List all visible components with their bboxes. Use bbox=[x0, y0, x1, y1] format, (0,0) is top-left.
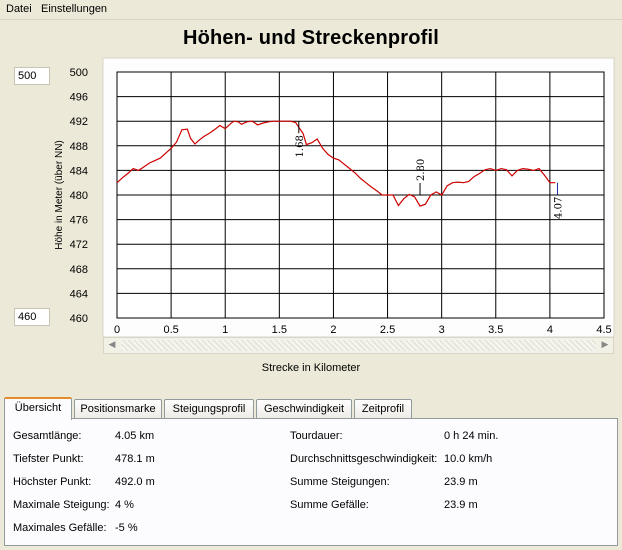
max-decline-label: Maximales Gefälle: bbox=[13, 522, 107, 534]
highest-point-label: Höchster Punkt: bbox=[13, 476, 92, 488]
overview-panel: Gesamtlänge: 4.05 km Tiefster Punkt: 478… bbox=[4, 418, 618, 546]
x-tick-label: 0 bbox=[114, 324, 120, 336]
y-tick-label: 484 bbox=[70, 165, 88, 177]
tab-gradient-profile[interactable]: Steigungsprofil bbox=[164, 399, 254, 419]
x-tick-label: 4.5 bbox=[596, 324, 611, 336]
x-tick-label: 3.5 bbox=[488, 324, 503, 336]
avg-speed-label: Durchschnittsgeschwindigkeit: bbox=[290, 453, 438, 465]
y-tick-label: 472 bbox=[70, 239, 88, 251]
lowest-point-value: 478.1 m bbox=[115, 453, 155, 465]
y-max-value: 500 bbox=[18, 70, 37, 82]
y-tick-label: 496 bbox=[70, 92, 88, 104]
tour-duration-label: Tourdauer: bbox=[290, 430, 343, 442]
tab-speed-label: Geschwindigkeit bbox=[263, 403, 345, 415]
x-tick-label: 1 bbox=[222, 324, 228, 336]
y-tick-label: 460 bbox=[70, 313, 88, 325]
scroll-right-button[interactable]: ▶ bbox=[597, 338, 613, 353]
menu-file-label: Datei bbox=[6, 3, 32, 15]
y-tick-label: 488 bbox=[70, 141, 88, 153]
tab-position-marker-label: Positionsmarke bbox=[80, 403, 156, 415]
lowest-point-label: Tiefster Punkt: bbox=[13, 453, 84, 465]
total-descent-value: 23.9 m bbox=[444, 499, 478, 511]
scroll-track[interactable] bbox=[121, 340, 596, 351]
tab-speed[interactable]: Geschwindigkeit bbox=[256, 399, 352, 419]
y-tick-label: 500 bbox=[70, 67, 88, 79]
avg-speed-value: 10.0 km/h bbox=[444, 453, 493, 465]
total-ascent-label: Summe Steigungen: bbox=[290, 476, 390, 488]
marker-label: 2.80 bbox=[416, 159, 427, 181]
max-decline-value: -5 % bbox=[115, 522, 138, 534]
y-min-value: 460 bbox=[18, 311, 37, 323]
x-tick-label: 4 bbox=[547, 324, 553, 336]
y-axis-title: Höhe in Meter (über NN) bbox=[54, 140, 65, 249]
y-min-field[interactable]: 460 bbox=[14, 308, 50, 326]
x-tick-label: 0.5 bbox=[163, 324, 178, 336]
elevation-chart: 0 0.5 1 1.5 2 2.5 3 3.5 4 4.5 500 496 492 488 484 480 47… bbox=[54, 57, 615, 338]
menu-bar: Datei Einstellungen bbox=[0, 0, 622, 20]
tab-time-profile[interactable]: Zeitprofil bbox=[354, 399, 412, 419]
menu-file[interactable]: Datei bbox=[6, 3, 32, 15]
chart-scrollbar[interactable]: ◀ ▶ bbox=[103, 337, 614, 354]
x-tick-label: 2 bbox=[330, 324, 336, 336]
max-incline-label: Maximale Steigung: bbox=[13, 499, 110, 511]
total-length-label: Gesamtlänge: bbox=[13, 430, 82, 442]
elevation-line bbox=[116, 120, 556, 207]
total-ascent-value: 23.9 m bbox=[444, 476, 478, 488]
scroll-left-button[interactable]: ◀ bbox=[104, 338, 120, 353]
tab-position-marker[interactable]: Positionsmarke bbox=[74, 399, 162, 419]
y-tick-label: 464 bbox=[70, 288, 88, 300]
tab-gradient-profile-label: Steigungsprofil bbox=[172, 403, 246, 415]
tab-time-profile-label: Zeitprofil bbox=[361, 403, 405, 415]
page-title: Höhen- und Streckenprofil bbox=[182, 27, 440, 49]
menu-settings-label: Einstellungen bbox=[41, 3, 108, 15]
x-tick-label: 1.5 bbox=[272, 324, 287, 336]
y-tick-label: 480 bbox=[70, 190, 88, 202]
max-incline-value: 4 % bbox=[115, 499, 134, 511]
highest-point-value: 492.0 m bbox=[115, 476, 155, 488]
total-descent-label: Summe Gefälle: bbox=[290, 499, 369, 511]
tab-overview-label: Übersicht bbox=[14, 402, 62, 414]
x-tick-label: 3 bbox=[439, 324, 445, 336]
y-max-field[interactable]: 500 bbox=[14, 67, 50, 85]
x-tick-label: 2.5 bbox=[380, 324, 395, 336]
tab-bar: Übersicht Positionsmarke Steigungsprofil… bbox=[4, 397, 618, 420]
y-tick-label: 468 bbox=[70, 264, 88, 276]
total-length-value: 4.05 km bbox=[115, 430, 155, 442]
x-axis-title: Strecke in Kilometer bbox=[261, 362, 361, 374]
marker-label: 4.07 bbox=[553, 197, 564, 219]
marker-label: 1.68 bbox=[295, 135, 306, 157]
tab-overview[interactable]: Übersicht bbox=[4, 397, 72, 420]
y-tick-label: 476 bbox=[70, 215, 88, 227]
menu-settings[interactable]: Einstellungen bbox=[41, 3, 107, 15]
tour-duration-value: 0 h 24 min. bbox=[444, 430, 499, 442]
y-tick-label: 492 bbox=[70, 116, 88, 128]
